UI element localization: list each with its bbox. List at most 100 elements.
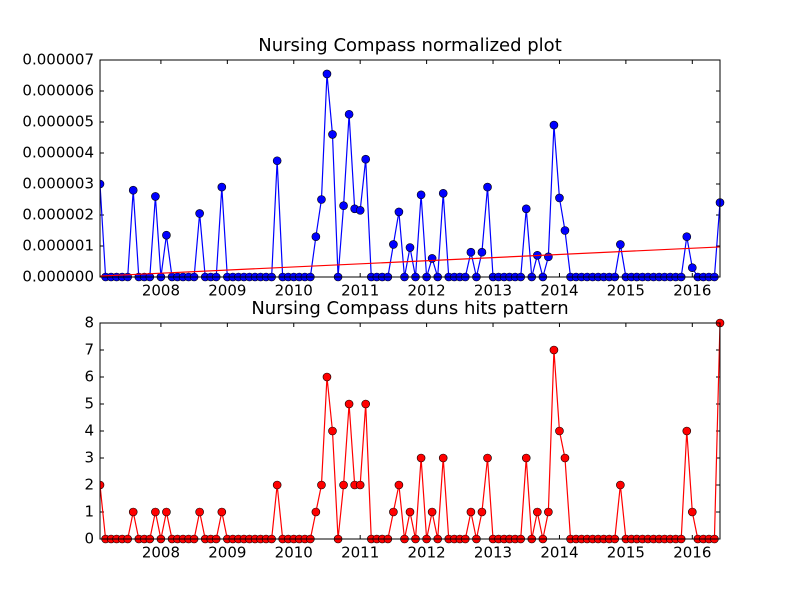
y-tick-label: 7 xyxy=(84,341,94,359)
x-tick-label: 2011 xyxy=(341,544,379,562)
data-point xyxy=(616,240,625,249)
y-tick-label: 3 xyxy=(84,449,94,467)
data-point xyxy=(355,206,365,215)
data-point xyxy=(355,480,365,490)
data-point xyxy=(322,69,332,79)
data-point xyxy=(361,399,370,409)
y-tick-label: 0.000005 xyxy=(22,113,94,131)
y-tick-label: 0 xyxy=(84,530,94,548)
data-point xyxy=(128,185,138,195)
data-point xyxy=(477,507,487,517)
data-point xyxy=(477,247,487,257)
data-point xyxy=(195,507,204,517)
data-point xyxy=(389,240,398,249)
axes-frame xyxy=(99,59,721,278)
data-point xyxy=(195,209,204,218)
data-point xyxy=(416,453,426,463)
data-point xyxy=(328,426,337,436)
data-point xyxy=(544,507,553,517)
x-tick-label: 2010 xyxy=(275,282,313,300)
data-point xyxy=(344,399,354,409)
data-point xyxy=(427,254,437,263)
data-point xyxy=(416,190,426,200)
data-point xyxy=(328,130,337,139)
data-point xyxy=(555,193,564,203)
data-point xyxy=(560,226,570,235)
chart-title: Nursing Compass normalized plot xyxy=(258,35,562,56)
x-tick-label: 2015 xyxy=(607,282,645,300)
axes-frame xyxy=(99,322,721,540)
data-point xyxy=(317,195,326,204)
data-point xyxy=(322,372,332,382)
y-tick-label: 0.000001 xyxy=(22,237,94,255)
data-point xyxy=(466,507,476,517)
data-point xyxy=(549,345,559,355)
data-point xyxy=(521,453,531,463)
data-point xyxy=(217,182,227,192)
data-point xyxy=(688,507,697,517)
data-point xyxy=(682,426,692,436)
data-point xyxy=(405,507,415,517)
y-tick-label: 0.000000 xyxy=(22,268,94,286)
data-point xyxy=(549,120,559,130)
data-point xyxy=(394,480,404,490)
data-point xyxy=(317,480,326,490)
data-point xyxy=(427,507,437,517)
x-tick-label: 2009 xyxy=(208,282,246,300)
x-tick-label: 2009 xyxy=(208,544,246,562)
data-point xyxy=(272,156,282,166)
chart-title: Nursing Compass duns hits pattern xyxy=(251,298,568,319)
data-point xyxy=(389,507,398,517)
data-point xyxy=(483,453,492,463)
data-point xyxy=(521,204,531,214)
data-point xyxy=(339,201,348,210)
data-point xyxy=(405,243,415,252)
data-point xyxy=(100,480,105,490)
data-point xyxy=(682,232,692,241)
x-tick-label: 2012 xyxy=(408,544,446,562)
data-point xyxy=(688,263,697,273)
x-tick-label: 2015 xyxy=(607,544,645,562)
data-point xyxy=(100,179,105,189)
data-point xyxy=(162,507,171,517)
data-point xyxy=(544,252,553,262)
data-point xyxy=(394,207,404,217)
data-point xyxy=(272,480,282,490)
y-tick-label: 0.000003 xyxy=(22,175,94,193)
x-tick-label: 2013 xyxy=(474,282,512,300)
y-tick-label: 5 xyxy=(84,395,94,413)
data-point xyxy=(311,507,321,517)
y-tick-label: 0.000006 xyxy=(22,82,94,100)
data-point xyxy=(438,453,448,463)
data-point xyxy=(555,426,564,436)
y-tick-label: 2 xyxy=(84,476,94,494)
y-tick-label: 8 xyxy=(84,314,94,332)
data-point xyxy=(151,507,160,517)
x-tick-label: 2010 xyxy=(275,544,313,562)
x-tick-label: 2014 xyxy=(540,282,578,300)
x-tick-label: 2008 xyxy=(142,544,180,562)
data-point xyxy=(616,480,625,490)
plot-area xyxy=(100,323,720,539)
y-tick-label: 6 xyxy=(84,368,94,386)
series-line xyxy=(100,246,721,277)
data-point xyxy=(483,182,492,192)
data-point xyxy=(533,507,542,517)
y-tick-label: 0.000004 xyxy=(22,144,94,162)
data-point xyxy=(217,507,227,517)
data-point xyxy=(339,480,348,490)
data-point xyxy=(162,230,171,240)
x-tick-label: 2016 xyxy=(673,544,711,562)
data-point xyxy=(151,192,160,201)
x-tick-label: 2011 xyxy=(341,282,379,300)
data-point xyxy=(311,232,321,241)
data-point xyxy=(128,507,138,517)
x-tick-label: 2012 xyxy=(408,282,446,300)
data-point xyxy=(560,453,570,463)
x-tick-label: 2008 xyxy=(142,282,180,300)
x-tick-label: 2014 xyxy=(540,544,578,562)
y-tick-label: 4 xyxy=(84,422,94,440)
y-tick-label: 0.000002 xyxy=(22,206,94,224)
x-tick-label: 2016 xyxy=(673,282,711,300)
